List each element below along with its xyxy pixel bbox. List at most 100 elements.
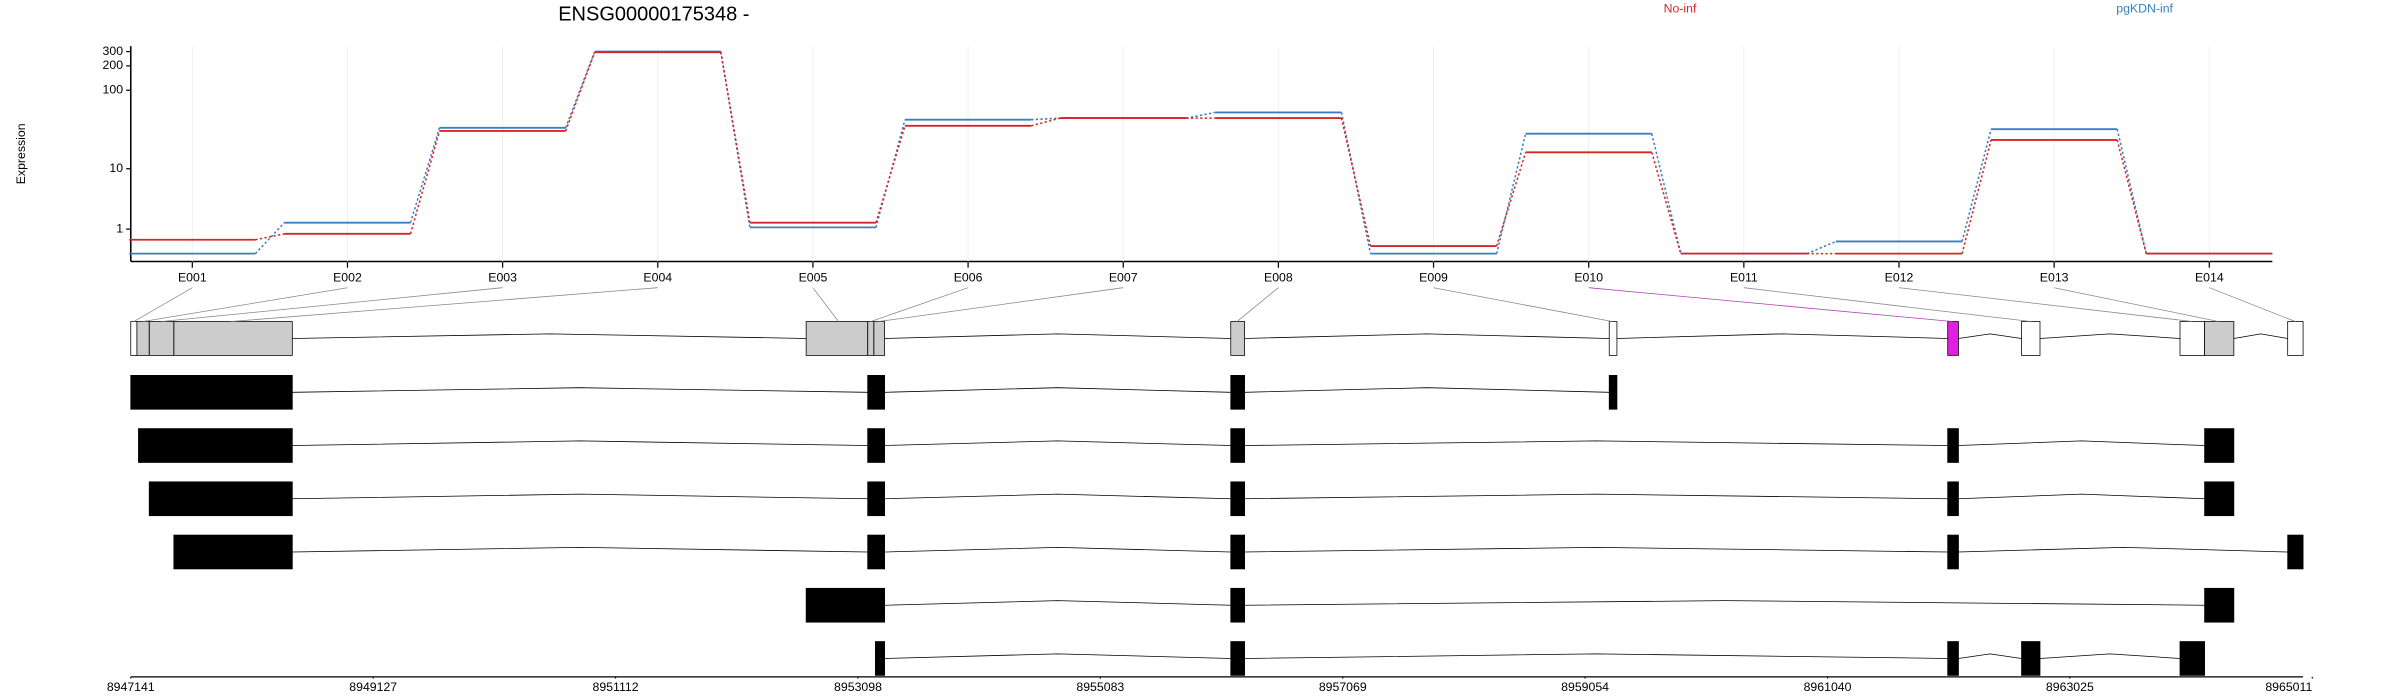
genome-tick-label: 8963025 [2046,680,2094,694]
connector [1030,117,1061,127]
connector [2116,129,2147,254]
exon [1608,321,1618,356]
intron [1244,333,1610,339]
x-tick-label: E014 [2195,271,2224,285]
exon [173,534,293,570]
connector [1806,240,1837,255]
y-tick-label: 100 [103,83,124,97]
exon [2204,481,2235,517]
intron [1958,653,2022,659]
exon [805,321,886,356]
exon-link [161,287,503,322]
connector [1495,152,1527,247]
connector [1031,117,1061,121]
intron [1244,653,1948,659]
x-tick-label: E009 [1419,271,1448,285]
x-tick-label: E010 [1574,271,1603,285]
intron [292,493,868,500]
genome-tick-label: 8955083 [1076,680,1124,694]
exon [867,481,885,517]
chart-title: ENSG00000175348 - [558,4,749,26]
exon [1230,534,1246,570]
genome-tick-label: 8961040 [1804,680,1852,694]
exon [1230,481,1246,517]
exon [1608,375,1618,410]
gene-model [130,287,2304,676]
intron [1244,493,1948,500]
intron [2039,333,2181,339]
exon [2204,587,2235,623]
exon [148,481,293,517]
exon [867,534,885,570]
intron [884,387,1231,393]
exon [1230,587,1246,623]
exon [1230,428,1246,463]
intron [1244,546,1948,553]
intron [884,333,1231,339]
connector [1961,129,1992,242]
exon [2204,321,2235,356]
x-tick-label: E013 [2040,271,2069,285]
exon [1947,321,1959,356]
exon [130,321,138,356]
exon-link [1898,287,2193,322]
connector [1961,139,1992,254]
connector [254,222,285,255]
x-tick-label: E004 [643,271,672,285]
intron [1244,440,1948,446]
intron [292,333,807,339]
exon-link [2054,287,2219,322]
genome-tick-label: 8947141 [107,680,155,694]
y-axis-label: Expression [14,123,28,184]
intron [2039,653,2181,659]
exon [136,321,293,356]
connector [875,125,906,223]
intron [292,387,868,393]
genome-tick-label: 8957069 [1319,680,1367,694]
exon-link [2209,287,2296,322]
exon [1947,641,1959,676]
intron [1958,493,2205,500]
connector [1495,133,1527,254]
exon [2021,641,2041,676]
intron [1244,387,1610,393]
connector [409,127,441,223]
genome-tick-label: 8949127 [349,680,397,694]
intron [884,653,1231,659]
intron [884,440,1231,446]
exon [2021,321,2041,356]
exon [2287,534,2304,570]
exon-link [1433,287,1613,322]
exon-link [230,287,658,322]
intron [1616,333,1948,339]
x-tick-label: E005 [799,271,828,285]
exon [867,375,885,410]
y-tick-label: 200 [103,58,124,72]
genome-tick-label: 8953098 [834,680,882,694]
exon [1947,481,1959,517]
x-tick-label: E003 [488,271,517,285]
exon [2287,321,2304,356]
y-tick-label: 300 [103,44,124,58]
exon-link [870,287,969,322]
x-tick-label: E002 [333,271,362,285]
exon [805,587,886,623]
exon [867,428,885,463]
exon-link [133,287,193,322]
y-tick-label: 1 [116,221,123,235]
exon-link [1236,287,1279,322]
exon [875,641,885,676]
legend-label: No-inf [1664,1,1697,15]
exon [1947,428,1959,463]
exon [2179,641,2205,676]
intron [292,546,868,553]
intron [1958,440,2205,446]
connector [2116,139,2147,254]
x-tick-label: E006 [954,271,983,285]
exon [2204,428,2235,463]
genome-tick-label: 8959054 [1561,680,1609,694]
exon-link [143,287,348,322]
connector [1651,152,1682,254]
connector [1651,133,1682,254]
